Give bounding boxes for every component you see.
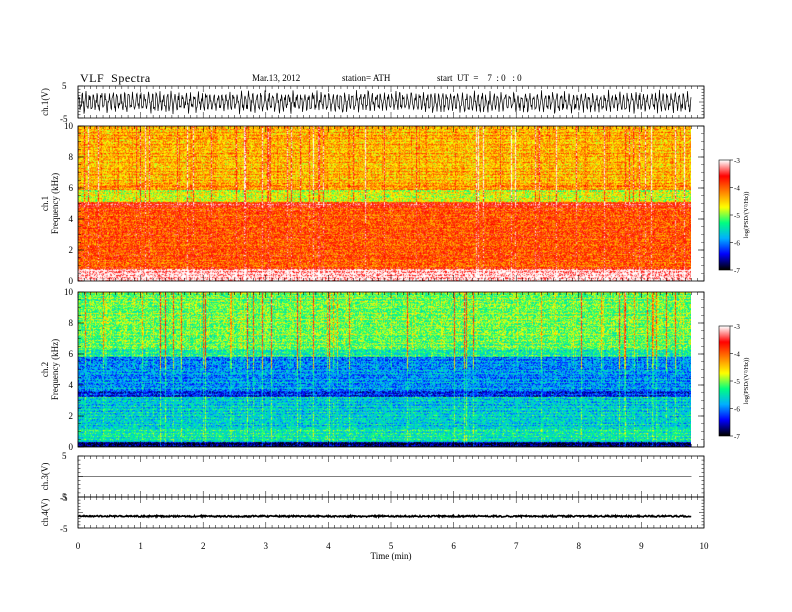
colorbar-tick-label: -4 (734, 351, 740, 359)
colorbar-tick-label: -5 (734, 212, 740, 220)
ch1-waveform-trace (77, 89, 692, 115)
header-date: Mar.13, 2012 (252, 73, 301, 83)
ch4-waveform-ytick-top: 5 (62, 492, 67, 502)
ch1-spectrogram-ytick: 8 (69, 152, 74, 162)
ch2-spectrogram-ytick: 6 (69, 349, 74, 359)
xaxis-tick-label: 6 (451, 541, 456, 551)
colorbar-tick-label: -6 (734, 240, 740, 248)
ch1-spectrogram-ytick: 0 (69, 276, 74, 286)
xaxis-label: Time (min) (371, 551, 412, 561)
xaxis-tick-label: 3 (264, 541, 269, 551)
ch4-waveform-ylabel: ch.4(V) (40, 499, 50, 527)
ch1-spectrogram-image (78, 126, 691, 281)
ch2-spectrogram-ytick: 8 (69, 318, 74, 328)
ch1-spectrogram-ytick: 4 (69, 214, 74, 224)
ch2-spectrogram-image (78, 292, 691, 447)
xaxis-tick-label: 4 (326, 541, 331, 551)
colorbar-label: log(PSD/(V²/Hz)) (743, 192, 750, 239)
ch1-spectrogram-ytick: 2 (69, 245, 74, 255)
ch4-waveform-ytick-bottom: -5 (60, 524, 68, 534)
ch1-waveform-ylabel: ch.1(V) (40, 88, 50, 116)
xaxis-tick-label: 9 (639, 541, 644, 551)
colorbar-2 (719, 326, 730, 436)
xaxis-tick-label: 0 (76, 541, 81, 551)
colorbar-1 (719, 160, 730, 270)
ch2-spectrogram-ytick: 2 (69, 411, 74, 421)
ch1-spectrogram-ytick: 10 (64, 121, 74, 131)
ch1-waveform-ytick-top: 5 (62, 81, 67, 91)
ch1-waveform-ytick-bottom: -5 (60, 114, 68, 124)
xaxis-tick-label: 7 (514, 541, 519, 551)
ch2-spectrogram-ytick: 4 (69, 380, 74, 390)
colorbar-tick-label: -3 (734, 157, 740, 165)
colorbar-tick-label: -6 (734, 406, 740, 414)
colorbar-tick-label: -7 (734, 267, 740, 275)
ch3-waveform-ylabel: ch.3(V) (40, 463, 50, 491)
figure-title: VLF Spectra (80, 71, 151, 85)
colorbar-label: log(PSD/(V²/Hz)) (743, 358, 750, 405)
header-start-time: start UT = 7 : 0 : 0 (437, 73, 522, 83)
xaxis-tick-label: 1 (138, 541, 143, 551)
xaxis-tick-label: 5 (389, 541, 394, 551)
xaxis-tick-label: 2 (201, 541, 206, 551)
xaxis-tick-label: 8 (577, 541, 582, 551)
ch2-spectrogram-ylabel-prefix: ch.2 (40, 362, 50, 377)
ch1-spectrogram-ylabel-prefix: ch.1 (40, 196, 50, 211)
ch2-spectrogram-ytick: 10 (64, 287, 74, 297)
ch2-spectrogram-ytick: 0 (69, 442, 74, 452)
ch3-waveform-ytick-bottom: -5 (60, 493, 68, 503)
xaxis-tick-label: 10 (700, 541, 710, 551)
ch1-spectrogram-ylabel: Frequency (kHz) (50, 173, 60, 234)
colorbar-tick-label: -7 (734, 433, 740, 441)
ch1-spectrogram-ytick: 6 (69, 183, 74, 193)
header-station: station= ATH (342, 73, 391, 83)
ch2-spectrogram-ylabel: Frequency (kHz) (50, 339, 60, 400)
ch4-waveform-trace (77, 513, 692, 519)
colorbar-tick-label: -4 (734, 185, 740, 193)
ch3-waveform-ytick-top: 5 (62, 451, 67, 461)
colorbar-tick-label: -5 (734, 378, 740, 386)
colorbar-tick-label: -3 (734, 323, 740, 331)
